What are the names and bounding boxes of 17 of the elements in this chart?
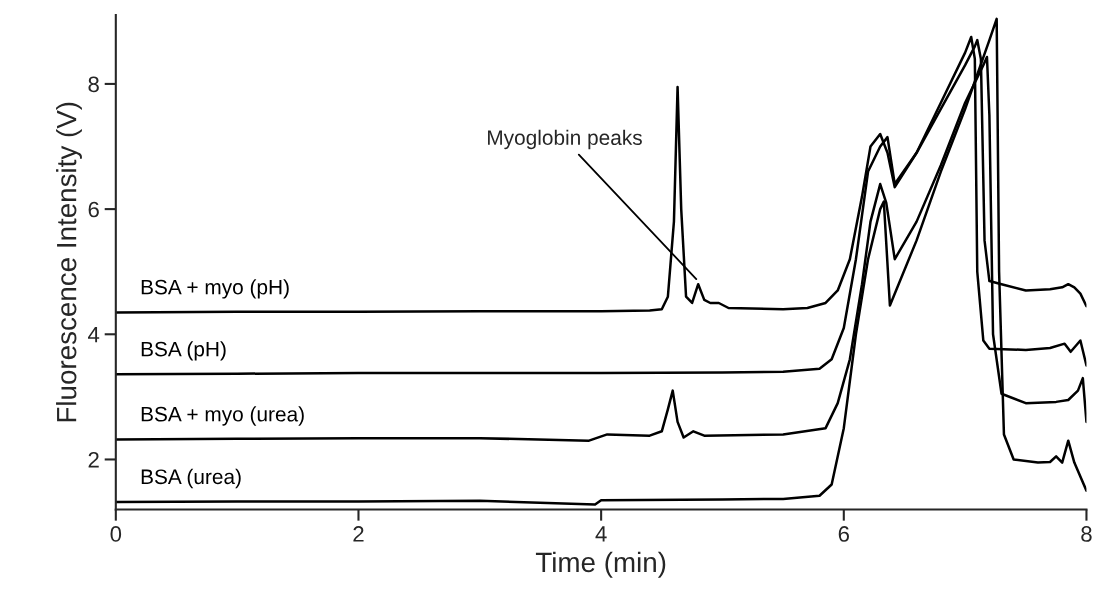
y-tick-label: 4 xyxy=(88,327,100,343)
x-tick-label: 8 xyxy=(1081,526,1092,542)
x-axis-title: Time (min) xyxy=(535,551,666,578)
y-tick-label: 2 xyxy=(88,452,99,468)
series-label: BSA + myo (urea) xyxy=(141,406,304,426)
series-label: BSA (urea) xyxy=(141,468,241,489)
x-tick-label: 0 xyxy=(110,526,122,542)
line-series xyxy=(115,17,1087,506)
y-tick-label: 8 xyxy=(88,76,99,93)
annotation: Myoglobin peaks xyxy=(488,129,642,150)
y-tick-label: 6 xyxy=(88,201,99,218)
series-label: BSA + myo (pH) xyxy=(141,279,289,299)
x-tick-label: 2 xyxy=(353,526,364,542)
x-tick-label: 4 xyxy=(595,526,607,542)
series-label: BSA (pH) xyxy=(141,341,226,361)
y-axis-title: Fluorescence Intensity (V) xyxy=(56,102,82,422)
x-tick-label: 6 xyxy=(838,526,849,542)
